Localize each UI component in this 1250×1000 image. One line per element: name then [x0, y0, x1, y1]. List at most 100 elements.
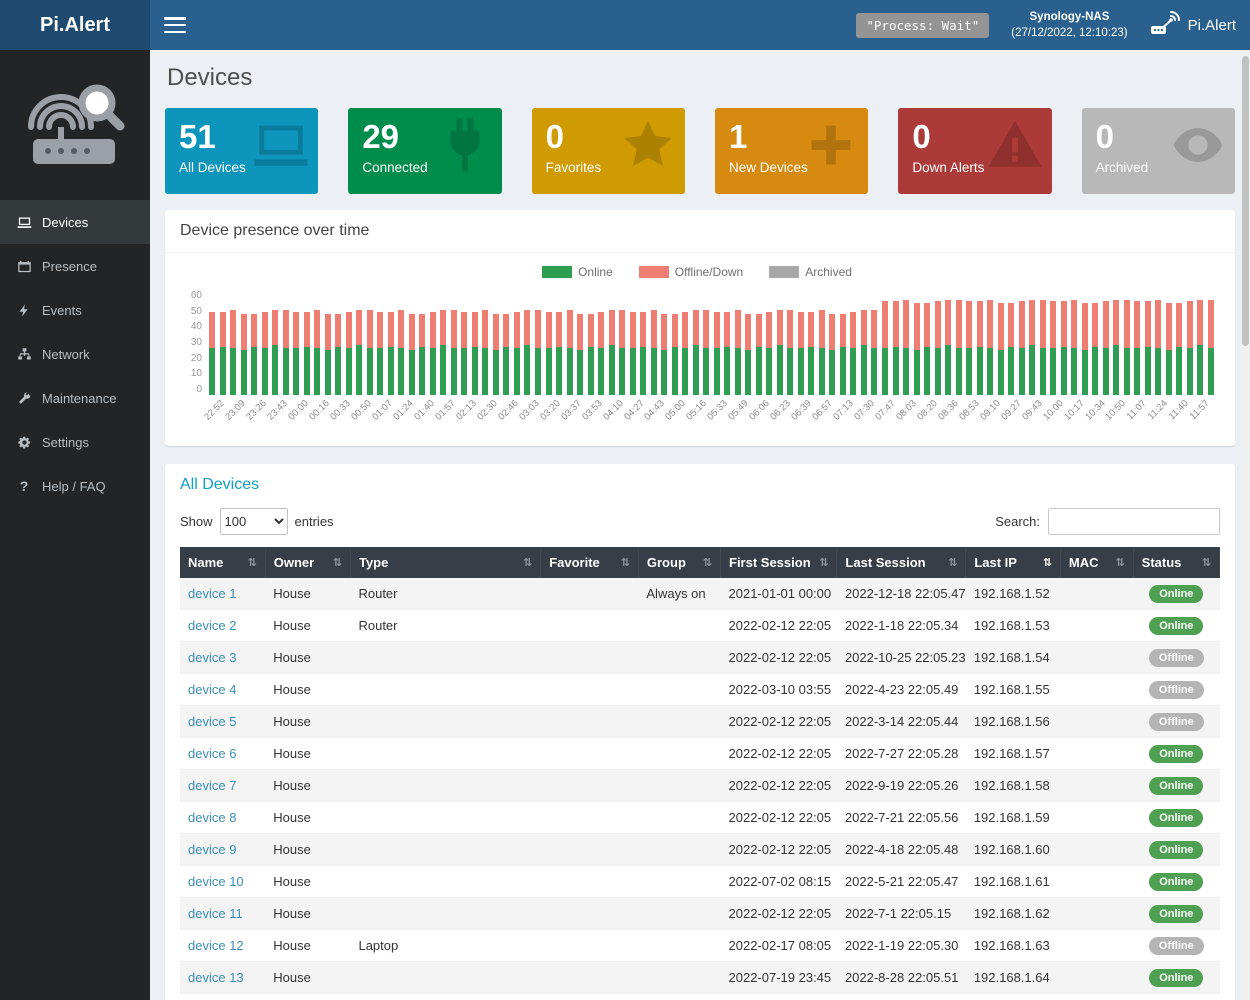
brand-logo[interactable]: Pi.Alert: [0, 0, 150, 50]
chart-bar: [671, 313, 678, 395]
type-cell: [350, 737, 541, 770]
device-link[interactable]: device 7: [188, 778, 237, 793]
group-cell: [638, 609, 721, 642]
y-tick-label: 10: [190, 368, 202, 380]
column-header-status[interactable]: Status ⇅: [1133, 547, 1221, 578]
column-header-first-session[interactable]: First Session ⇅: [720, 547, 838, 578]
device-link[interactable]: device 5: [188, 714, 237, 729]
summary-card-all-devices[interactable]: 51 All Devices: [165, 108, 319, 194]
type-cell: Laptop: [350, 929, 541, 962]
sidebar-item-presence[interactable]: Presence: [0, 244, 150, 288]
column-header-owner[interactable]: Owner ⇅: [265, 547, 351, 578]
card-label: All Devices: [179, 159, 246, 175]
chart-bar: [1113, 299, 1120, 395]
sidebar-item-devices[interactable]: Devices: [0, 200, 150, 244]
column-header-group[interactable]: Group ⇅: [638, 547, 722, 578]
sidebar-item-network[interactable]: Network: [0, 332, 150, 376]
device-link[interactable]: device 10: [188, 874, 244, 889]
x-tick-label: 03:37: [558, 398, 584, 423]
column-header-name[interactable]: Name ⇅: [180, 547, 266, 578]
device-link[interactable]: device 12: [188, 938, 244, 953]
chart-plot: [209, 291, 1215, 395]
summary-card-connected[interactable]: 29 Connected: [348, 108, 502, 194]
owner-cell: House: [265, 961, 351, 994]
type-cell: [350, 673, 541, 706]
summary-card-down-alerts[interactable]: 0 Down Alerts: [898, 108, 1052, 194]
chart-bar: [955, 299, 962, 395]
chart-bar: [734, 310, 741, 395]
page-length-select[interactable]: 100: [219, 508, 288, 535]
owner-cell: House: [265, 897, 351, 930]
chart-bar: [839, 313, 846, 395]
last-session-cell: 2022-3-14 22:05.44: [836, 705, 966, 738]
x-tick-label: 11:07: [1125, 398, 1150, 423]
chart-bar: [1071, 299, 1078, 395]
column-header-favorite[interactable]: Favorite ⇅: [540, 547, 639, 578]
device-link[interactable]: device 1: [188, 586, 237, 601]
status-badge: Offline: [1148, 648, 1204, 667]
summary-card-favorites[interactable]: 0 Favorites: [531, 108, 685, 194]
chart-bar: [629, 311, 636, 395]
chart-bar: [913, 303, 920, 395]
table-row: device 7 House 2022-02-12 22:05 2022-9-19 2…: [180, 769, 1220, 802]
first-session-cell: 2022-03-10 03:55: [720, 673, 837, 706]
device-link[interactable]: device 4: [188, 682, 237, 697]
owner-cell: House: [265, 641, 351, 674]
mac-cell: [1060, 801, 1134, 834]
sidebar-item-label: Devices: [42, 214, 89, 230]
x-tick-label: 03:20: [537, 398, 563, 423]
app-badge[interactable]: Pi.Alert: [1150, 10, 1236, 40]
x-tick-label: 07:47: [873, 398, 898, 423]
column-header-mac[interactable]: MAC ⇅: [1060, 547, 1134, 578]
gear-icon: [16, 434, 32, 450]
group-cell: [638, 865, 721, 898]
show-label: Show: [180, 514, 213, 529]
device-link[interactable]: device 2: [188, 618, 237, 633]
chart-panel-title: Device presence over time: [165, 210, 1235, 253]
device-link[interactable]: device 8: [188, 810, 237, 825]
menu-toggle-icon[interactable]: [164, 17, 186, 33]
chart-bar: [1176, 303, 1183, 395]
type-cell: [350, 961, 541, 994]
search-input[interactable]: [1048, 508, 1220, 535]
sidebar-item-events[interactable]: Events: [0, 288, 150, 332]
scrollbar-thumb[interactable]: [1242, 56, 1249, 346]
summary-card-archived[interactable]: 0 Archived: [1081, 108, 1235, 194]
column-header-type[interactable]: Type ⇅: [350, 547, 542, 578]
sidebar-item-maintenance[interactable]: Maintenance: [0, 376, 150, 420]
device-link[interactable]: device 3: [188, 650, 237, 665]
summary-card-new-devices[interactable]: 1 New Devices: [714, 108, 869, 194]
device-link[interactable]: device 9: [188, 842, 237, 857]
chart-legend: Online Offline/Down Archived: [179, 265, 1215, 279]
sort-icon: ⇅: [620, 557, 630, 569]
mac-cell: [1060, 865, 1134, 898]
last-session-cell: 2022-8-28 22:05.51: [836, 961, 966, 994]
search-label: Search:: [995, 514, 1040, 529]
column-header-last-session[interactable]: Last Session ⇅: [836, 547, 967, 578]
mac-cell: [1060, 993, 1134, 1000]
device-link[interactable]: device 11: [188, 906, 243, 921]
device-link[interactable]: device 6: [188, 746, 237, 761]
mac-cell: [1060, 578, 1134, 610]
mac-cell: [1060, 737, 1134, 770]
chart-bar: [903, 299, 910, 395]
last-session-cell: 2022-1-19 22:05.30: [836, 929, 966, 962]
chart-bar: [534, 310, 541, 395]
sidebar-item-help-faq[interactable]: ? Help / FAQ: [0, 464, 150, 508]
device-table-body: device 1 House Router Always on 2021-01-01 0…: [180, 578, 1220, 1000]
process-status-badge: "Process: Wait": [856, 12, 990, 38]
table-row: device 9 House 2022-02-12 22:05 2022-4-18 2…: [180, 833, 1220, 866]
chart-bar: [251, 313, 258, 395]
column-header-last-ip[interactable]: Last IP ⇅: [965, 547, 1061, 578]
device-link[interactable]: device 13: [188, 970, 244, 985]
favorite-cell: [540, 641, 639, 674]
sidebar: Devices Presence Events Network Maintenance S…: [0, 50, 150, 1000]
table-row: device 8 House 2022-02-12 22:05 2022-7-21 2…: [180, 801, 1220, 834]
vertical-scrollbar[interactable]: [1241, 50, 1250, 1000]
last-session-cell: 2022-5-21 22:05.47: [836, 865, 966, 898]
status-badge: Online: [1149, 584, 1204, 603]
sidebar-item-settings[interactable]: Settings: [0, 420, 150, 464]
chart-bar: [797, 311, 804, 395]
mac-cell: [1060, 609, 1134, 642]
antenna-icon: [1150, 10, 1180, 40]
